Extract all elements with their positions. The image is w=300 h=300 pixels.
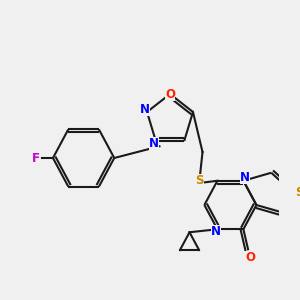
Text: O: O	[165, 88, 175, 100]
Text: N: N	[140, 103, 150, 116]
Text: N: N	[149, 136, 159, 149]
Text: N: N	[211, 225, 220, 238]
Text: S: S	[295, 186, 300, 200]
Text: O: O	[245, 251, 255, 264]
Text: N: N	[240, 171, 250, 184]
Text: F: F	[32, 152, 40, 164]
Text: S: S	[196, 173, 204, 187]
